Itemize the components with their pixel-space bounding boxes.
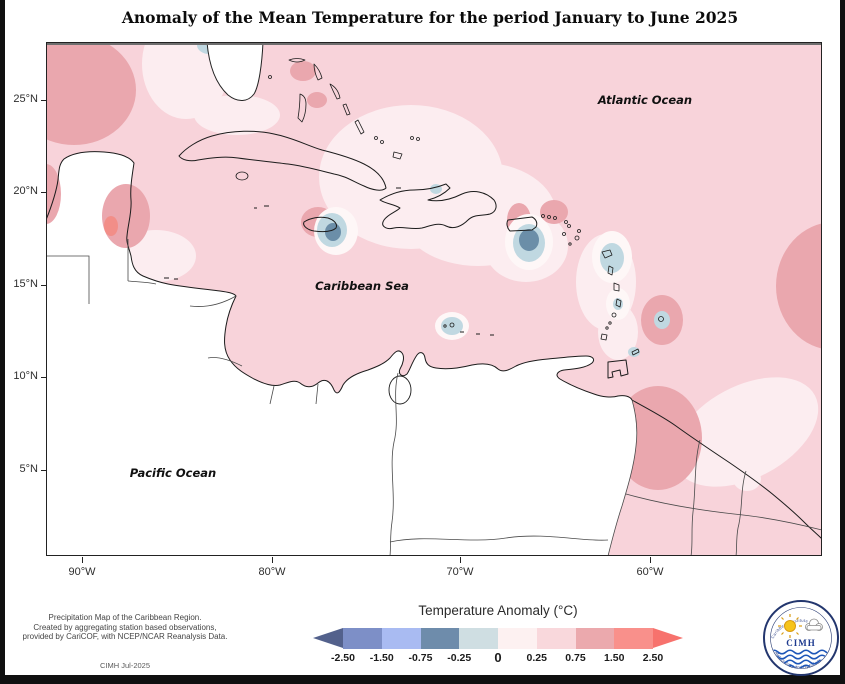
legend-tick-label: 0.25 — [526, 652, 547, 664]
sun-icon — [778, 614, 802, 638]
legend-colorbar — [313, 628, 683, 649]
legend-segment — [575, 628, 615, 649]
lat-tick-label: 15°N — [13, 278, 38, 290]
legend-segments — [343, 628, 653, 649]
legend-tick-label: -1.50 — [369, 652, 394, 664]
legend-tick-label: -0.75 — [408, 652, 433, 664]
lon-tick-mark — [650, 557, 651, 563]
caribbean-sea-label: Caribbean Sea — [315, 279, 409, 293]
lon-tick-label: 70°W — [446, 566, 474, 578]
lat-tick-label: 25°N — [13, 93, 38, 105]
map-frame — [46, 42, 822, 556]
legend-tick-label: 0 — [494, 650, 502, 665]
coastlines — [46, 151, 822, 540]
logo-inner-ring — [770, 607, 832, 669]
legend-segment — [536, 628, 576, 649]
legend-tick-label: -2.50 — [331, 652, 355, 664]
credit-line: Precipitation Map of the Caribbean Regio… — [48, 613, 202, 622]
cloud-icon — [805, 618, 823, 631]
pacific-ocean-label: Pacific Ocean — [130, 466, 216, 480]
lat-tick-mark — [41, 285, 46, 286]
page-title: Anomaly of the Mean Temperature for the … — [121, 8, 739, 27]
legend: Temperature Anomaly (°C) -2.50 -1.50 -0.75… — [313, 603, 683, 665]
logo-acronym: CIMH — [786, 638, 816, 648]
legend-tick-label: 2.50 — [642, 652, 664, 664]
credit-line: provided by CariCOF, with NCEP/NCAR Rean… — [22, 632, 228, 641]
credits-block: Precipitation Map of the Caribbean Regio… — [15, 613, 235, 642]
legend-tick-label: 0.75 — [565, 652, 586, 664]
legend-right-arrow — [653, 628, 683, 648]
lon-tick-mark — [272, 557, 273, 563]
lon-tick-mark — [460, 557, 461, 563]
credit-stamp: CIMH Jul-2025 — [99, 661, 151, 670]
legend-title: Temperature Anomaly (°C) — [418, 603, 578, 618]
lon-tick-mark — [82, 557, 83, 563]
atlantic-ocean-label: Atlantic Ocean — [597, 93, 692, 107]
legend-segment — [614, 628, 653, 649]
country-borders — [46, 239, 822, 556]
black-edge-bottom — [0, 675, 845, 684]
legend-tick-label: 1.50 — [604, 652, 625, 664]
legend-segment — [381, 628, 421, 649]
no-data-land-region — [46, 151, 637, 556]
lat-tick-label: 5°N — [19, 463, 38, 475]
lon-tick-label: 90°W — [68, 566, 96, 578]
lon-tick-label: 80°W — [258, 566, 286, 578]
lat-tick-mark — [41, 192, 46, 193]
legend-segment — [498, 628, 537, 649]
legend-segment — [459, 628, 498, 649]
legend-segment — [420, 628, 460, 649]
lat-tick-mark — [41, 377, 46, 378]
anomaly-strong-negative-cores — [325, 223, 539, 251]
legend-tick-label: -0.25 — [447, 652, 472, 664]
credit-line: Created by aggregating station based obs… — [33, 622, 217, 632]
lat-tick-label: 10°N — [13, 370, 38, 382]
anomaly-strong-positive-belize — [104, 216, 118, 236]
map-area: Atlantic Ocean Caribbean Sea Pacific Oce… — [46, 42, 822, 556]
legend-segment — [343, 628, 382, 649]
lat-tick-mark — [41, 470, 46, 471]
cimh-logo: Caribbean Institute of Meteorology and H… — [763, 600, 839, 676]
lat-tick-label: 20°N — [13, 185, 38, 197]
black-edge-right — [840, 0, 845, 684]
legend-left-arrow — [313, 628, 343, 648]
lat-tick-mark — [41, 100, 46, 101]
caribbean-anomaly-map: Atlantic Ocean Caribbean Sea Pacific Oce… — [46, 42, 822, 556]
florida-peninsula — [206, 42, 264, 101]
black-edge-left — [0, 0, 5, 684]
lon-tick-label: 60°W — [636, 566, 664, 578]
island-outlines — [164, 58, 664, 379]
